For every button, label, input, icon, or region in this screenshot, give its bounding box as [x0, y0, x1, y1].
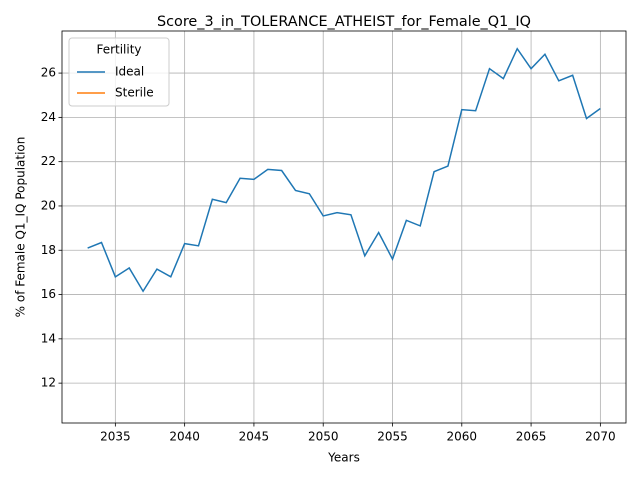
x-axis-label: Years [327, 451, 360, 465]
y-tick-label: 24 [41, 110, 56, 124]
x-tick-label: 2055 [377, 430, 408, 444]
x-tick-label: 2070 [585, 430, 616, 444]
legend-box [68, 37, 170, 107]
y-tick-label: 12 [41, 376, 56, 390]
legend-title: Fertility [96, 43, 141, 57]
legend-label: Ideal [115, 65, 144, 79]
y-tick-label: 18 [41, 243, 56, 257]
x-tick-label: 2050 [308, 430, 339, 444]
x-tick-label: 2035 [100, 430, 131, 444]
x-tick-label: 2065 [516, 430, 547, 444]
plot-frame [61, 30, 627, 424]
line-series [87, 47, 601, 293]
y-tick-label: 26 [41, 66, 56, 80]
y-axis-label: % of Female Q1_IQ Population [14, 137, 28, 318]
x-tick-label: 2060 [447, 430, 478, 444]
y-tick-label: 14 [41, 331, 56, 345]
legend-label: Sterile [115, 86, 154, 100]
chart-title: Score_3_in_TOLERANCE_ATHEIST_for_Female_… [157, 14, 531, 30]
y-tick-label: 22 [41, 154, 56, 168]
y-tick-label: 20 [41, 198, 56, 212]
x-tick-label: 2045 [239, 430, 270, 444]
y-tick-label: 16 [41, 287, 56, 301]
x-tick-label: 2040 [169, 430, 200, 444]
